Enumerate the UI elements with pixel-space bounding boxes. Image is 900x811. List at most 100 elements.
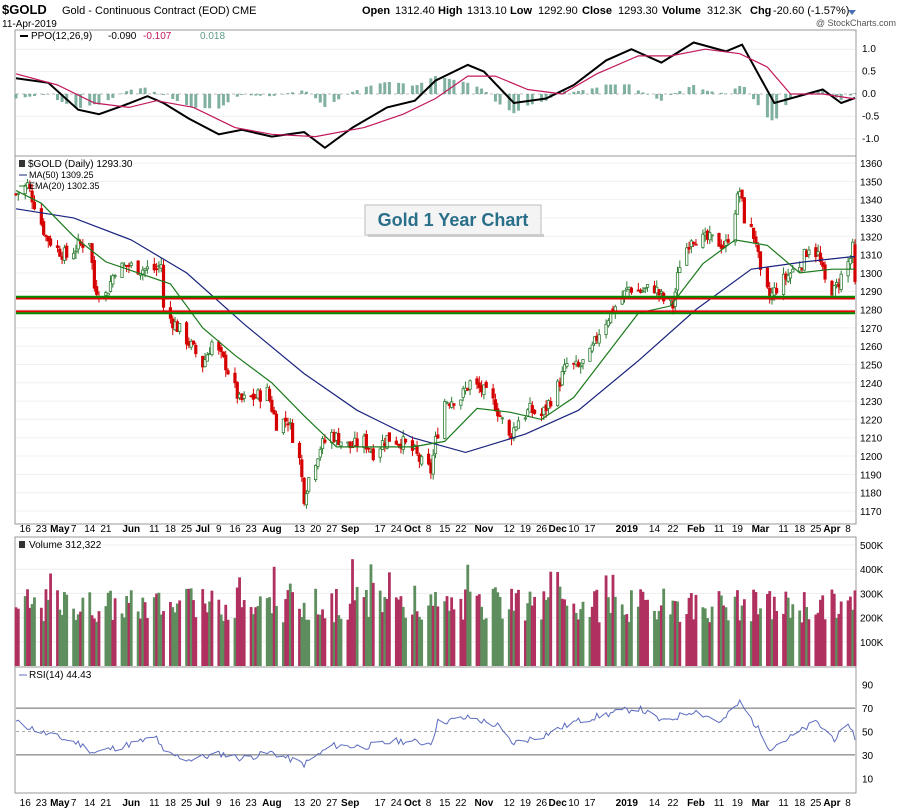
price-candle [834,282,839,286]
volume-bar [643,599,647,666]
close-label: Close [582,5,612,17]
volume-bar [233,617,237,666]
price-candle [420,456,424,465]
volume-bar [388,572,391,666]
volume-bar [371,582,375,666]
ppo-histogram-bar [42,94,46,95]
price-candle [579,365,583,368]
volume-bar [152,597,156,666]
volume-bar [125,596,129,666]
ppo-histogram-bar [659,94,663,101]
ppo-histogram-bar [636,90,640,94]
price-candle [516,420,521,429]
ppo-histogram-bar [346,94,350,95]
ppo-histogram-bar [337,94,341,100]
price-candle [717,233,721,247]
ppo-histogram-bar [705,90,709,94]
date-tick-label: 18 [794,798,806,809]
ppo-histogram-bar [286,93,290,94]
volume-bar [23,596,27,666]
rsi-line [15,698,856,769]
ppo-tick-label: 0.5 [862,67,876,78]
volume-bar [171,607,175,666]
date-tick-label: 26 [536,798,548,809]
volume-bar [630,590,633,666]
price-candle [678,267,682,273]
price-tick-label: 1270 [860,324,883,335]
date-tick-label: 2019 [616,798,639,809]
price-candle [431,454,435,475]
volume-bar [302,602,306,666]
volume-bar [851,609,855,666]
volume-bar [185,588,188,666]
ppo-histogram-bar [434,76,437,94]
volume-bar [694,594,698,666]
price-tick-label: 1210 [860,434,883,445]
volume-label: Volume [662,5,701,17]
ppo-histogram-bar [788,94,792,99]
price-candle [765,267,770,288]
price-tick-label: 1200 [860,452,883,463]
volume-bar [348,603,352,666]
volume-bar [346,619,350,666]
price-candle [210,341,214,356]
date-tick-label: 15 [439,524,451,535]
chart-annotation: Gold 1 Year Chart [364,204,544,237]
watermark: @ StockCharts.com [816,18,896,28]
price-candle [445,402,449,405]
dropdown-arrow-icon[interactable] [848,10,856,15]
volume-bar [307,619,311,666]
price-candle [16,192,20,195]
volume-bar [498,596,502,666]
volume-bar [606,597,610,666]
price-candle [523,417,527,420]
volume-bar [839,601,843,666]
price-candle [426,453,431,465]
ppo-histogram-bar [185,94,189,106]
price-candle [290,423,295,443]
volume-bar [205,612,209,666]
volume-bar [468,591,472,666]
price-candle [560,371,564,386]
price-candle [415,446,419,454]
volume-bar [383,597,387,666]
volume-bar [443,601,447,666]
date-tick-label: 21 [100,798,112,809]
volume-bar [397,599,401,666]
ppo-histogram-bar [14,94,18,99]
volume-bar [482,619,486,666]
ppo-histogram-bar [318,94,322,103]
date-tick-label: 18 [794,524,806,535]
volume-bar [623,614,626,666]
volume-bar [466,564,470,666]
price-candle [288,421,292,424]
volume-bar [556,572,560,666]
date-tick-label: 15 [439,798,451,809]
ppo-histogram-bar [669,94,673,95]
ppo-histogram-bar [627,84,631,94]
volume-bar [268,597,271,666]
ppo-histogram-bar [162,94,166,95]
volume-bar [772,596,776,666]
price-candle [701,233,705,248]
price-candle [692,241,696,244]
price-candle [42,221,46,235]
price-candle [304,493,309,506]
price-candle [781,273,786,295]
date-tick-label: 8 [845,524,851,535]
ppo-histogram-bar [304,91,308,94]
date-tick-label: 2019 [616,524,639,535]
volume-bar [708,622,712,666]
ppo-histogram-bar [189,94,193,107]
date-tick-label: 13 [294,798,306,809]
price-candle [113,275,117,278]
ppo-histogram-bar [111,94,115,98]
volume-bar [284,599,288,666]
date-tick-label: 23 [36,798,48,809]
volume-bar [646,599,649,666]
volume-bar [678,621,682,666]
price-candle [348,441,352,449]
volume-bar [16,608,20,666]
date-tick-label: 7 [71,798,77,809]
